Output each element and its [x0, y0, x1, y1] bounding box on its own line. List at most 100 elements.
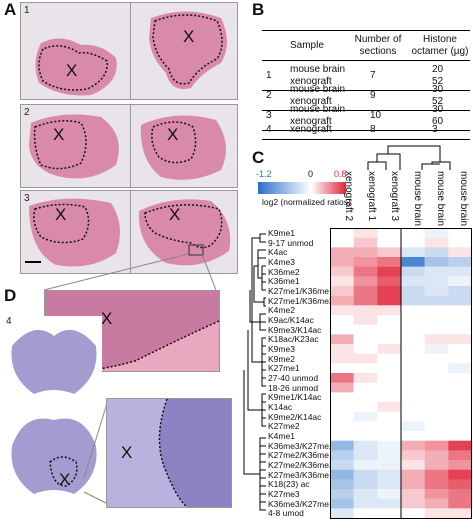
heatmap-row-label: 9-17 unmod: [268, 237, 314, 248]
heatmap-cell: [448, 508, 472, 519]
heatmap-cell: [424, 295, 449, 306]
heatmap-cell: [401, 508, 425, 519]
heatmap-cell: [424, 237, 449, 248]
heatmap-row-label: K14ac: [268, 402, 293, 412]
legend-colorbar: [258, 182, 346, 194]
heatmap-cell: [448, 440, 472, 451]
heatmap-cell: [377, 247, 402, 258]
table-cell-sample: mouse brain: [290, 64, 346, 75]
heatmap-cell: [448, 363, 472, 374]
heatmap-cell: [401, 247, 425, 258]
tumor-mark: X: [183, 27, 195, 46]
heatmap-cell: [330, 479, 354, 490]
heatmap-cell: [448, 450, 472, 461]
heatmap-cell: [401, 334, 425, 345]
heatmap-cell: [401, 315, 425, 325]
heatmap-cell: [377, 276, 402, 287]
heatmap-cell: [377, 382, 402, 393]
heatmap-row-label: K9me2/K14ac: [268, 411, 322, 422]
heatmap-cell: [424, 266, 449, 277]
heatmap-cell: [401, 382, 425, 393]
heatmap-cell: [377, 392, 402, 403]
tissue-image: [158, 399, 231, 507]
heatmap-cell: [424, 286, 449, 296]
heatmap-cell: [424, 469, 449, 480]
heatmap-row-label: K9ac/K14ac: [268, 315, 314, 325]
heatmap-cell: [353, 315, 378, 325]
heatmap-cell: [377, 315, 402, 325]
heatmap-cell: [377, 363, 402, 374]
heatmap-cell: [448, 411, 472, 422]
heatmap-cell: [424, 421, 449, 432]
heatmap-row-label: K4me2: [268, 305, 295, 316]
heatmap-row-label: K9me2: [268, 353, 295, 364]
heatmap-row-label: K27me1/K36me1: [268, 286, 334, 296]
table-rule: [262, 110, 470, 111]
heatmap-cell: [377, 237, 402, 248]
heatmap-cell: [448, 373, 472, 383]
heatmap-row-label: K27me1: [268, 363, 300, 374]
heatmap-cell: [448, 257, 472, 267]
heatmap-row-label: K36me3/K27me1: [268, 498, 334, 509]
heatmap-cell: [401, 324, 425, 335]
heatmap-cell: [448, 421, 472, 432]
heatmap-cell: [448, 237, 472, 248]
table-cell-sample: xenograft: [290, 96, 332, 107]
tissue-image: [29, 198, 120, 267]
heatmap-cell: [353, 247, 378, 258]
heatmap-cell: [377, 479, 402, 490]
heatmap-cell: [377, 266, 402, 277]
heatmap-cell: [448, 295, 472, 306]
heatmap-cell: [401, 431, 425, 441]
tissue-image: [11, 329, 97, 394]
heatmap-cell: [401, 276, 425, 287]
heatmap-row-label: K27me1/K36me2: [268, 295, 334, 306]
table-cell-sections: 9: [370, 90, 376, 101]
heatmap-cell: [448, 460, 472, 470]
heatmap-cell: [330, 228, 354, 238]
brain-section-1-right: X: [130, 2, 238, 100]
tissue-image: [35, 38, 117, 96]
heatmap-cell: [424, 508, 449, 519]
tumor-mark: X: [53, 125, 65, 144]
table-cell-histone: 52: [432, 76, 444, 87]
heatmap-cell: [377, 286, 402, 296]
heatmap-cell: [448, 266, 472, 277]
heatmap-cell: [424, 373, 449, 383]
heatmap-cell: [330, 315, 354, 325]
heatmap-cell: [377, 431, 402, 441]
brain-section-3-left: X 3: [20, 190, 132, 274]
table-row-id: 4: [266, 124, 272, 135]
heatmap-cell: [377, 440, 402, 451]
heatmap-column-label: xenograft 3: [389, 171, 400, 222]
heatmap-cell: [401, 392, 425, 403]
heatmap-cell: [330, 382, 354, 393]
table-cell-sections: 7: [370, 70, 376, 81]
heatmap-row-label: K4ac: [268, 247, 288, 258]
heatmap-cell: [377, 498, 402, 509]
heatmap-column-label: xenograft 1: [366, 171, 377, 222]
heatmap-cell: [353, 382, 378, 393]
table-rule: [262, 90, 470, 91]
heatmap-cell: [424, 257, 449, 267]
heatmap-cell: [424, 411, 449, 422]
heatmap-cell: [377, 305, 402, 316]
brain-section-1-left: X 1: [20, 2, 132, 100]
tumor-mark: X: [169, 205, 181, 224]
heatmap-cell: [353, 392, 378, 403]
heatmap-cell: [330, 450, 354, 461]
heatmap-cell: [353, 421, 378, 432]
heatmap-cell: [448, 392, 472, 403]
heatmap-row-label: 18-26 unmod: [268, 382, 319, 393]
heatmap-row-label: K18ac/K23ac: [268, 334, 319, 345]
heatmap-cell: [448, 498, 472, 509]
table-row-id: 1: [266, 70, 272, 81]
heatmap-row-label: K27me2/K36me2: [268, 460, 334, 470]
row-dendrogram: [243, 233, 266, 511]
table-rule-header: [262, 60, 470, 61]
heatmap-cell: [353, 479, 378, 490]
heatmap-cell: [448, 431, 472, 441]
zoom-inset-d: X: [106, 398, 232, 508]
heatmap-cell: [424, 344, 449, 354]
table-cell-sample: xenograft: [290, 116, 332, 127]
